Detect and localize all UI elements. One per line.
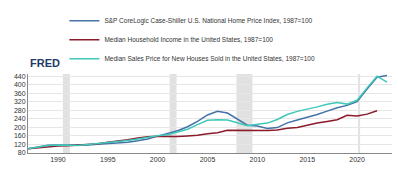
svg-text:Median Household Income in the: Median Household Income in the United St…: [104, 36, 273, 43]
svg-text:2010: 2010: [250, 156, 266, 163]
svg-text:2020: 2020: [349, 156, 365, 163]
svg-text:240: 240: [14, 115, 26, 122]
svg-text:440: 440: [14, 73, 26, 80]
svg-text:1990: 1990: [50, 156, 66, 163]
svg-text:2005: 2005: [200, 156, 216, 163]
svg-text:1995: 1995: [100, 156, 116, 163]
svg-text:2015: 2015: [299, 156, 315, 163]
svg-text:2000: 2000: [150, 156, 166, 163]
svg-text:FRED: FRED: [30, 57, 60, 69]
svg-text:360: 360: [14, 90, 26, 97]
svg-text:160: 160: [14, 132, 26, 139]
svg-text:80: 80: [18, 149, 26, 156]
svg-text:200: 200: [14, 124, 26, 131]
svg-text:Median Sales Price for New Hou: Median Sales Price for New Houses Sold i…: [104, 55, 314, 62]
svg-text:400: 400: [14, 81, 26, 88]
svg-text:S&P CoreLogic Case-Shiller U.S: S&P CoreLogic Case-Shiller U.S. National…: [104, 17, 312, 25]
svg-text:320: 320: [14, 98, 26, 105]
svg-text:120: 120: [14, 141, 26, 148]
svg-text:280: 280: [14, 107, 26, 114]
